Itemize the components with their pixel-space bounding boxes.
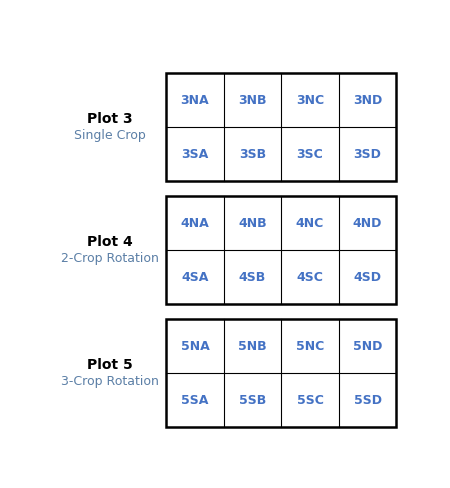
Bar <box>166 74 396 182</box>
Text: 3NA: 3NA <box>180 94 209 107</box>
Text: 5NC: 5NC <box>296 340 324 352</box>
Bar <box>166 319 396 427</box>
Text: 4NC: 4NC <box>296 217 324 230</box>
Text: 5SD: 5SD <box>354 393 382 407</box>
Text: 3SA: 3SA <box>181 148 208 161</box>
Text: 3SC: 3SC <box>297 148 324 161</box>
Text: 4SD: 4SD <box>354 271 382 284</box>
Text: 4SB: 4SB <box>239 271 266 284</box>
Text: 3NC: 3NC <box>296 94 324 107</box>
Text: 5SB: 5SB <box>239 393 266 407</box>
Text: Single Crop: Single Crop <box>74 129 146 142</box>
Text: 2-Crop Rotation: 2-Crop Rotation <box>61 252 159 265</box>
Text: 3ND: 3ND <box>353 94 382 107</box>
Text: 3SB: 3SB <box>239 148 266 161</box>
Text: 5NB: 5NB <box>238 340 267 352</box>
Text: 4NA: 4NA <box>180 217 209 230</box>
Text: 4SC: 4SC <box>297 271 324 284</box>
Text: 4ND: 4ND <box>353 217 382 230</box>
Text: 3-Crop Rotation: 3-Crop Rotation <box>61 375 159 387</box>
Bar <box>166 196 396 304</box>
Text: 4SA: 4SA <box>181 271 208 284</box>
Text: Plot 5: Plot 5 <box>87 358 133 372</box>
Text: Plot 3: Plot 3 <box>87 112 133 126</box>
Text: 5NA: 5NA <box>180 340 209 352</box>
Text: Plot 4: Plot 4 <box>87 235 133 249</box>
Text: 5SA: 5SA <box>181 393 208 407</box>
Text: 3SD: 3SD <box>354 148 382 161</box>
Text: 5ND: 5ND <box>353 340 382 352</box>
Text: 3NB: 3NB <box>238 94 267 107</box>
Text: 5SC: 5SC <box>297 393 324 407</box>
Text: 4NB: 4NB <box>238 217 267 230</box>
